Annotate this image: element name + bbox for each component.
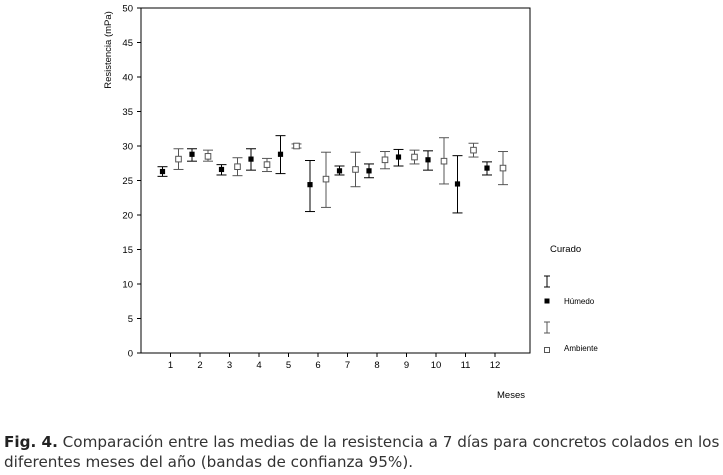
y-tick-label: 30 (122, 142, 133, 153)
mean-marker-ambiente (440, 157, 448, 165)
y-tick-label: 40 (122, 73, 133, 84)
figure-caption: Fig. 4. Comparación entre las medias de … (4, 432, 720, 472)
x-axis-label: Meses (497, 390, 525, 401)
y-tick-label: 5 (128, 314, 133, 325)
mean-marker-humedo (277, 151, 284, 157)
mean-marker-humedo (159, 168, 166, 175)
x-tick-label: 7 (345, 360, 350, 371)
x-tick-label: 6 (315, 360, 320, 371)
x-tick-label: 3 (227, 360, 232, 371)
x-axis: 1 2 3 4 5 6 7 8 9 10 11 12 (168, 353, 500, 371)
y-tick-label: 10 (122, 280, 133, 291)
plot-area (140, 7, 531, 354)
mean-marker-ambiente (204, 153, 212, 160)
x-tick-label: 1 (168, 360, 173, 371)
mean-marker-ambiente (263, 161, 271, 168)
data-marks (157, 135, 508, 214)
y-tick-label: 50 (122, 4, 133, 15)
mean-marker-humedo (395, 154, 402, 160)
y-axis-label: Resistencia (mPa) (103, 11, 114, 89)
mean-marker-humedo (366, 168, 372, 174)
y-tick-label: 35 (122, 107, 133, 118)
mean-marker-humedo (189, 151, 195, 157)
legend-marker-humedo (544, 298, 550, 304)
mean-marker-ambiente (381, 156, 389, 164)
x-tick-label: 4 (256, 360, 261, 371)
legend-label: Ambiente (564, 344, 598, 353)
caption-text: Comparación entre las medias de la resis… (4, 433, 720, 471)
x-tick-label: 5 (286, 360, 291, 371)
y-tick-label: 20 (122, 211, 133, 222)
mean-marker-humedo (425, 157, 431, 163)
legend: Curado Húmedo Ambiente (544, 244, 598, 353)
y-tick-label: 15 (122, 245, 133, 256)
y-tick-label: 25 (122, 176, 133, 187)
legend-marker-ambiente (544, 347, 550, 353)
caption-label: Fig. 4. (4, 433, 58, 451)
x-tick-label: 11 (461, 360, 471, 371)
legend-label: Húmedo (564, 297, 595, 306)
mean-marker-ambiente (352, 166, 359, 173)
mean-marker-humedo (248, 156, 254, 162)
y-axis: 0 5 10 15 20 25 30 35 40 45 50 (122, 4, 141, 360)
mean-marker-humedo (484, 165, 490, 171)
mean-marker-humedo (218, 166, 225, 173)
mean-marker-ambiente (234, 163, 241, 170)
y-tick-label: 0 (128, 349, 133, 360)
mean-marker-ambiente (470, 146, 477, 154)
x-tick-label: 2 (197, 360, 202, 371)
x-tick-label: 12 (490, 360, 501, 371)
x-tick-label: 10 (431, 360, 442, 371)
mean-marker-ambiente (322, 175, 330, 183)
mean-marker-humedo (307, 182, 313, 188)
mean-marker-ambiente (411, 153, 418, 161)
mean-marker-ambiente (293, 142, 300, 150)
x-tick-label: 8 (374, 360, 379, 371)
legend-title: Curado (550, 244, 581, 255)
mean-marker-ambiente (499, 164, 507, 172)
y-tick-label: 45 (122, 38, 133, 49)
mean-marker-humedo (336, 168, 343, 174)
x-tick-label: 9 (404, 360, 409, 371)
mean-marker-humedo (454, 181, 461, 187)
mean-marker-ambiente (175, 155, 182, 163)
